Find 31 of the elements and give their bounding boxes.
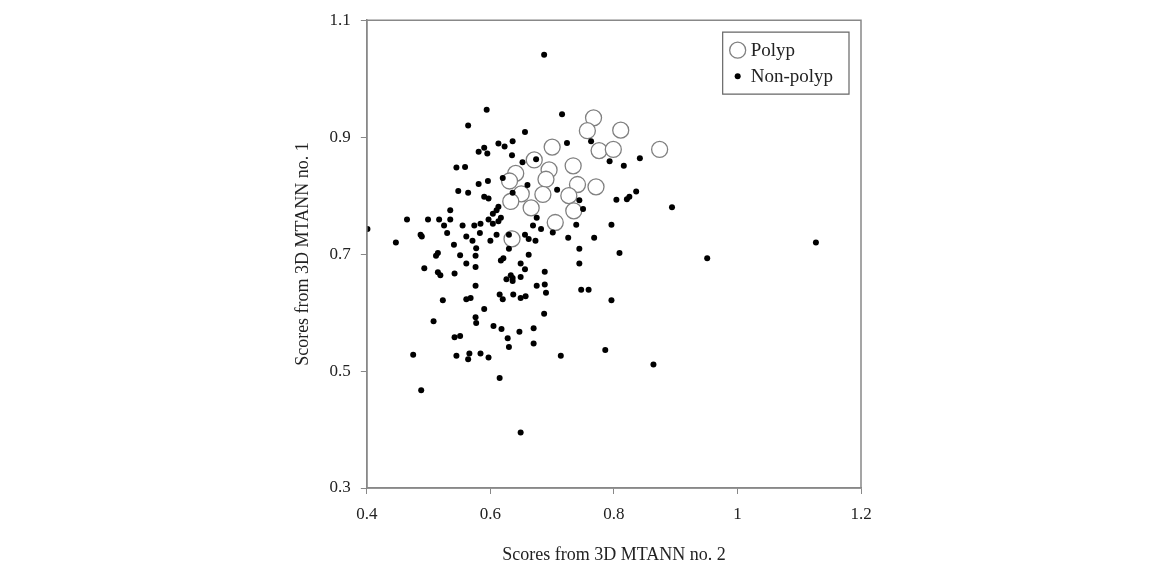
x-tick-label: 0.8 bbox=[603, 503, 625, 523]
point bbox=[564, 157, 582, 175]
point bbox=[612, 121, 630, 139]
point bbox=[500, 172, 519, 190]
y-tick-label: 0.3 bbox=[329, 477, 351, 497]
x-axis-title: Scores from 3D MTANN no. 2 bbox=[502, 543, 726, 564]
point bbox=[522, 199, 540, 217]
point bbox=[546, 213, 564, 232]
point bbox=[584, 109, 603, 127]
x-tick-label: 0.6 bbox=[479, 503, 502, 523]
legend-label: Non-polyp bbox=[750, 65, 833, 87]
point bbox=[587, 178, 605, 196]
point bbox=[565, 202, 583, 220]
y-tick-label: 0.9 bbox=[329, 126, 351, 146]
x-tick-label: 1.2 bbox=[850, 503, 872, 523]
point bbox=[537, 170, 555, 188]
point bbox=[502, 192, 520, 211]
point bbox=[604, 140, 622, 159]
y-tick-label: 1.1 bbox=[329, 9, 351, 29]
x-tick-label: 0.4 bbox=[356, 503, 378, 523]
point bbox=[590, 141, 608, 160]
point bbox=[543, 138, 561, 156]
y-tick-label: 0.5 bbox=[329, 360, 351, 380]
point bbox=[650, 140, 669, 159]
legend-label: Polyp bbox=[750, 39, 796, 61]
y-tick-label: 0.7 bbox=[329, 243, 352, 263]
y-axis-title: Scores from 3D MTANN no. 1 bbox=[291, 142, 312, 366]
point bbox=[560, 186, 578, 205]
point bbox=[534, 185, 552, 204]
point bbox=[578, 122, 597, 140]
x-tick-label: 1 bbox=[733, 503, 742, 523]
